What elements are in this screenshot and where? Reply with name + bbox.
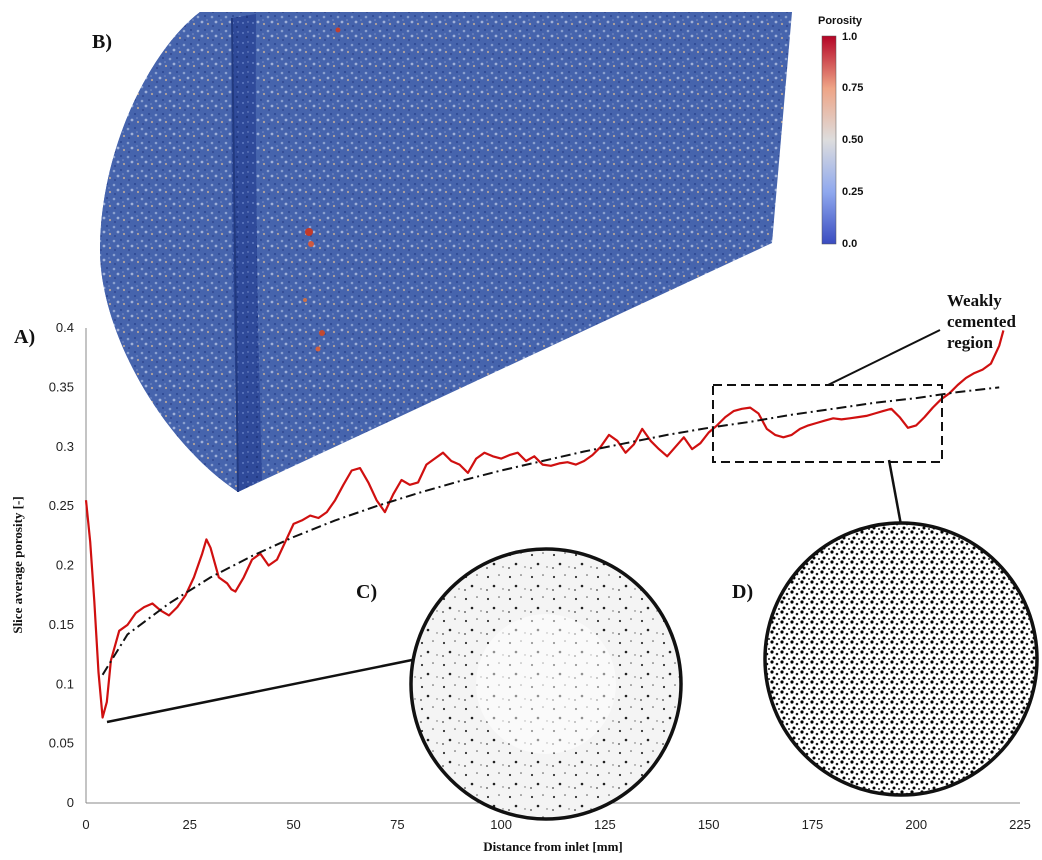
core-body — [100, 12, 792, 492]
y-tick-label: 0.4 — [56, 320, 74, 335]
core-edge — [231, 17, 239, 493]
colorbar-tick: 0.50 — [842, 134, 863, 146]
x-tick-label: 225 — [1009, 817, 1031, 832]
x-tick-label: 200 — [905, 817, 927, 832]
annotation-leader — [827, 329, 941, 386]
x-tick-label: 175 — [802, 817, 824, 832]
region-box — [712, 384, 943, 463]
y-tick-label: 0.15 — [49, 617, 74, 632]
colorbar-tick: 0.0 — [842, 238, 857, 250]
y-axis-title: Slice average porosity [-] — [10, 496, 25, 633]
core-dark-band — [231, 14, 262, 492]
panel-d-leader — [887, 459, 903, 526]
slice-c — [409, 547, 683, 821]
y-tick-label: 0 — [67, 795, 74, 810]
panel-c-leader — [106, 658, 413, 724]
x-tick-label: 125 — [594, 817, 616, 832]
colorbar-tick: 1.0 — [842, 31, 857, 43]
weakly-cemented-annotation: Weakly cemented region — [712, 291, 1016, 463]
x-tick-label: 75 — [390, 817, 404, 832]
colorbar: Porosity 1.0 0.75 0.50 0.25 0.0 — [818, 15, 863, 250]
colorbar-title: Porosity — [818, 15, 863, 27]
y-tick-label: 0.3 — [56, 439, 74, 454]
x-tick-label: 100 — [490, 817, 512, 832]
x-axis-title: Distance from inlet [mm] — [483, 839, 622, 854]
core-render — [100, 12, 792, 493]
x-tick-labels: 0 25 50 75 100 125 150 175 200 225 — [82, 817, 1030, 832]
pore-spot — [335, 27, 341, 33]
y-tick-label: 0.25 — [49, 498, 74, 513]
pore-spot — [308, 241, 314, 247]
slice-d — [763, 521, 1039, 797]
colorbar-tick: 0.25 — [842, 186, 863, 198]
core-end-face — [100, 12, 238, 492]
x-tick-label: 0 — [82, 817, 89, 832]
annotation-line-3: region — [947, 333, 994, 352]
y-tick-labels: 0 0.05 0.1 0.15 0.2 0.25 0.3 0.35 0.4 — [49, 320, 74, 810]
pore-spot — [303, 298, 307, 302]
x-tick-label: 25 — [183, 817, 197, 832]
x-tick-label: 150 — [698, 817, 720, 832]
y-tick-label: 0.2 — [56, 558, 74, 573]
x-tick-label: 50 — [286, 817, 300, 832]
y-tick-label: 0.1 — [56, 676, 74, 691]
slice-d-disc — [763, 521, 1039, 797]
panel-d-label: D) — [732, 581, 753, 603]
pore-spot — [305, 228, 313, 236]
panel-c-label: C) — [356, 581, 377, 603]
porosity-profile-line — [84, 330, 1005, 719]
annotation-line-2: cemented — [947, 312, 1016, 331]
panel-b-label: B) — [92, 31, 112, 53]
annotation-line-1: Weakly — [947, 291, 1002, 310]
y-tick-label: 0.35 — [49, 379, 74, 394]
panel-a-label: A) — [14, 326, 35, 348]
slice-c-bright-center — [476, 614, 616, 754]
pore-spot — [315, 346, 321, 352]
trend-line — [101, 386, 1000, 676]
chart-series — [84, 330, 1005, 719]
colorbar-gradient — [821, 35, 837, 245]
pore-spot — [319, 330, 325, 336]
colorbar-tick: 0.75 — [842, 82, 863, 94]
y-tick-label: 0.05 — [49, 736, 74, 751]
